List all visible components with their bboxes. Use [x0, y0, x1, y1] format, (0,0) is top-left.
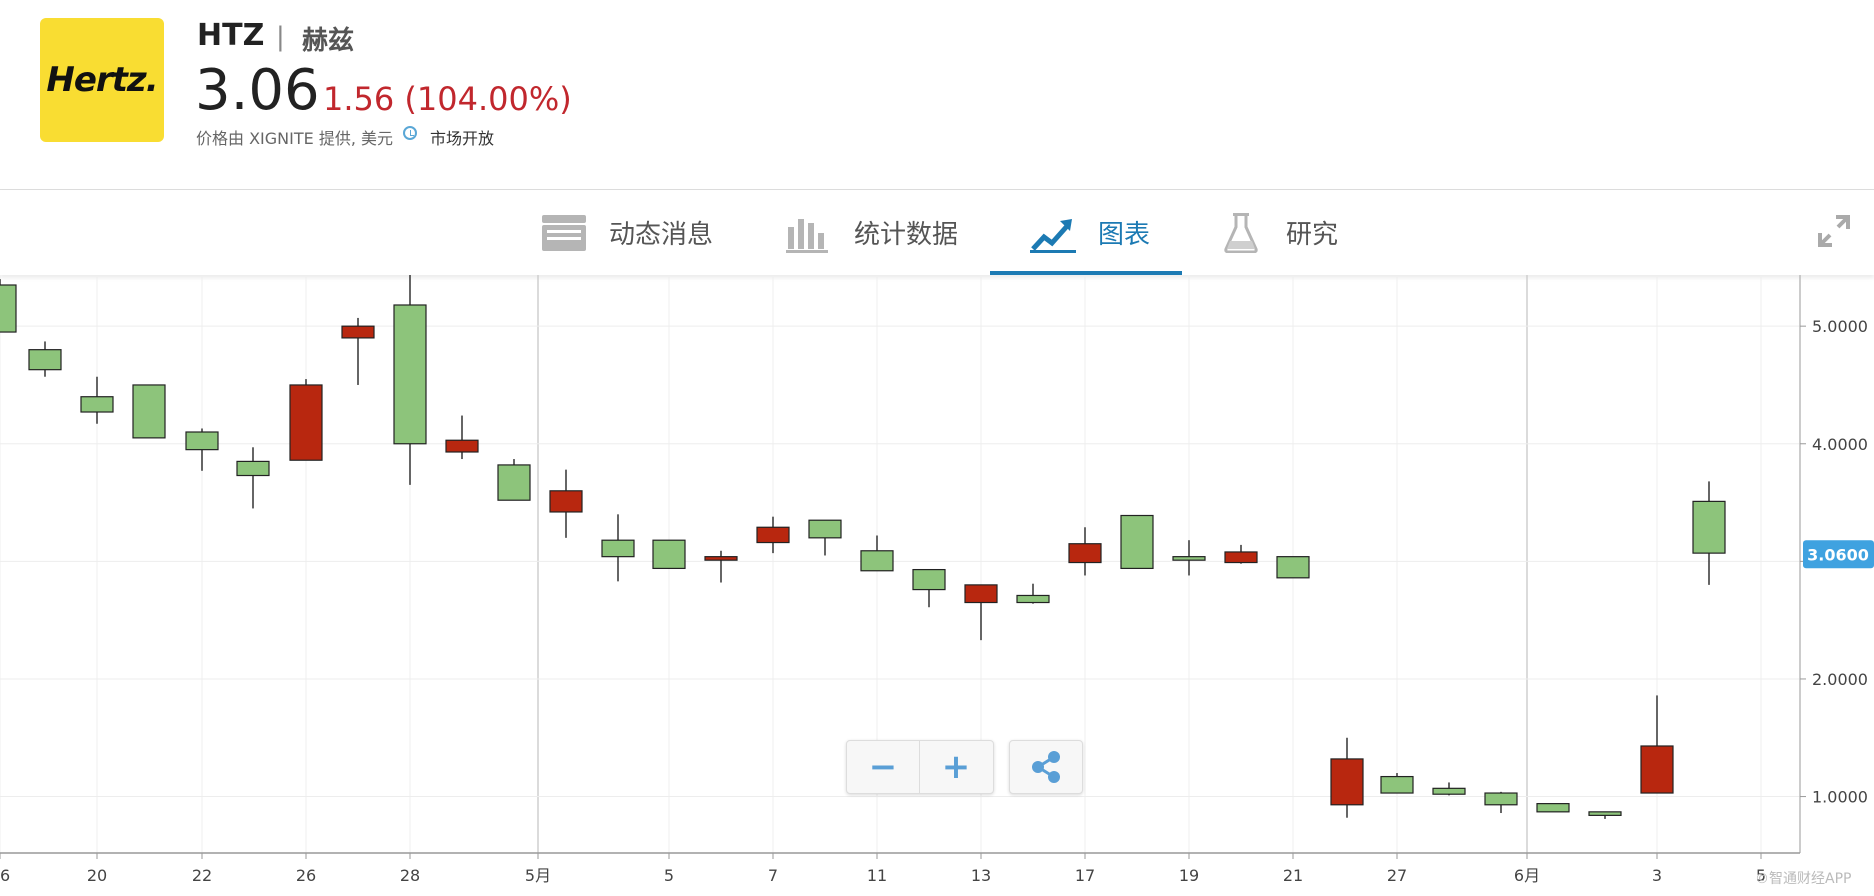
candle-body [1330, 758, 1364, 806]
candle-body [964, 584, 998, 604]
price-change: 1.56 (104.00%) [323, 80, 572, 118]
candle-body [80, 396, 114, 413]
tab-stats[interactable]: 统计数据 [786, 190, 958, 275]
candle-body [289, 384, 323, 461]
x-tick-label: 13 [971, 866, 991, 885]
expand-icon[interactable] [1816, 213, 1852, 249]
bar-chart-icon [786, 213, 832, 253]
candle-body [236, 460, 270, 477]
zoom-divider [919, 741, 920, 793]
candle-body [549, 490, 583, 513]
current-price-label: 3.0600 [1807, 545, 1869, 564]
x-tick-label: 27 [1387, 866, 1407, 885]
y-tick-label: 2.0000 [1812, 670, 1868, 689]
tab-label: 统计数据 [854, 220, 959, 250]
logo-text: Hertz. [46, 60, 158, 100]
candle-body [1692, 500, 1726, 554]
trending-chart-icon [1030, 213, 1076, 253]
candle-body [1536, 803, 1570, 813]
candle-body [808, 519, 842, 539]
x-tick-label: 11 [867, 866, 887, 885]
tab-chart[interactable]: 图表 [989, 190, 1183, 275]
tab-bar: 动态消息 统计数据 图表 研究 [0, 190, 1874, 275]
candle-body [185, 431, 219, 451]
price-source: 价格由 XIGNITE 提供, 美元 [196, 129, 393, 148]
candle-body [652, 539, 686, 570]
market-status: 市场开放 [430, 129, 495, 148]
title-separator: | [276, 22, 285, 52]
stock-header: Hertz. HTZ | 赫兹 3.06 1.56 (104.00%) 价格由 … [0, 0, 1874, 190]
candle-body [1016, 594, 1050, 604]
candle-body [393, 304, 427, 445]
x-tick-label: 16 [0, 866, 10, 885]
x-tick-label: 21 [1283, 866, 1303, 885]
candle-body [1588, 811, 1622, 816]
tab-label: 研究 [1286, 220, 1339, 250]
zoom-controls: − + [846, 740, 994, 794]
candlestick-chart[interactable]: 5.00004.00003.00002.00001.00003.06001620… [0, 275, 1874, 896]
candle-body [860, 550, 894, 572]
candle-body [132, 384, 166, 439]
candle-body [0, 284, 17, 333]
y-tick-label: 1.0000 [1812, 788, 1868, 807]
x-tick-label: 19 [1179, 866, 1199, 885]
y-tick-label: 4.0000 [1812, 435, 1868, 454]
candle-body [756, 526, 790, 544]
x-tick-label: 5月 [525, 866, 551, 885]
candle-body [1640, 745, 1674, 794]
x-tick-label: 26 [296, 866, 316, 885]
ticker-symbol: HTZ [197, 18, 265, 53]
candle-body [912, 568, 946, 591]
hertz-logo: Hertz. [40, 18, 164, 142]
tab-label: 图表 [1098, 220, 1151, 250]
candle-body [497, 464, 531, 501]
x-tick-label: 22 [192, 866, 212, 885]
candle-body [704, 556, 738, 561]
x-tick-label: 17 [1075, 866, 1095, 885]
candle-body [1276, 556, 1310, 579]
header-divider [0, 189, 1874, 190]
candle-body [1484, 792, 1518, 806]
candle-body [445, 439, 479, 453]
share-icon [1032, 751, 1060, 783]
x-tick-label: 5 [664, 866, 674, 885]
candle-body [1432, 787, 1466, 795]
x-tick-label: 28 [400, 866, 420, 885]
candle-body [341, 325, 375, 339]
candle-body [28, 349, 62, 371]
candle-body [601, 539, 635, 558]
company-name: 赫兹 [302, 26, 355, 56]
flask-icon [1218, 212, 1264, 253]
share-button[interactable] [1009, 740, 1083, 794]
x-tick-label: 5 [1756, 866, 1766, 885]
zoom-out-button[interactable]: − [868, 747, 898, 787]
candle-body [1172, 556, 1206, 561]
candle-body [1380, 775, 1414, 794]
x-tick-label: 20 [87, 866, 107, 885]
x-tick-label: 7 [768, 866, 778, 885]
candle-body [1068, 543, 1102, 564]
tab-research[interactable]: 研究 [1218, 190, 1338, 275]
tab-label: 动态消息 [609, 220, 714, 250]
candle-body [1120, 514, 1154, 570]
tab-news[interactable]: 动态消息 [541, 190, 713, 275]
current-price: 3.06 [195, 58, 320, 123]
zoom-in-button[interactable]: + [941, 747, 971, 787]
candle-body [1224, 551, 1258, 564]
news-icon [541, 213, 587, 253]
clock-icon [403, 126, 417, 140]
current-price-marker [1803, 540, 1874, 569]
x-tick-label: 3 [1652, 866, 1662, 885]
y-tick-label: 5.0000 [1812, 317, 1868, 336]
watermark: ©智通财经APP [1755, 871, 1852, 887]
x-tick-label: 6月 [1514, 866, 1540, 885]
